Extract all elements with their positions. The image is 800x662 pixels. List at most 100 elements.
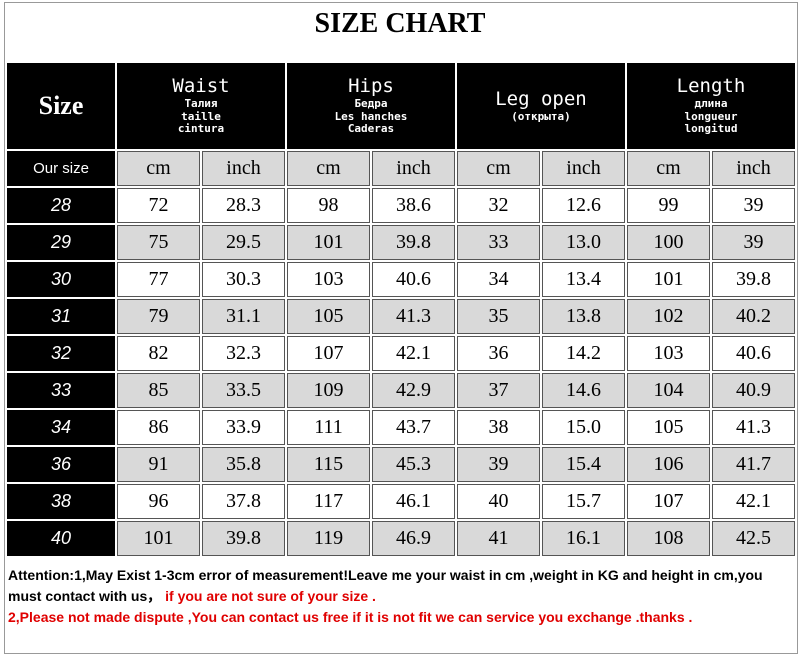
our-size-label: Our size bbox=[7, 151, 115, 186]
value-cell: 39.8 bbox=[372, 225, 455, 260]
chart-frame bbox=[4, 2, 798, 654]
table-row: 29 75 29.5 101 39.8 33 13.0 100 39 bbox=[7, 225, 795, 260]
value-cell: 33.9 bbox=[202, 410, 285, 445]
value-cell: 119 bbox=[287, 521, 370, 556]
value-cell: 12.6 bbox=[542, 188, 625, 223]
value-cell: 40 bbox=[457, 484, 540, 519]
value-cell: 100 bbox=[627, 225, 710, 260]
value-cell: 101 bbox=[117, 521, 200, 556]
header-leg-open: Leg open (открыта) bbox=[457, 63, 625, 149]
value-cell: 96 bbox=[117, 484, 200, 519]
value-cell: 86 bbox=[117, 410, 200, 445]
attention-notes: Attention:1,May Exist 1-3cm error of mea… bbox=[8, 565, 793, 628]
value-cell: 105 bbox=[627, 410, 710, 445]
table-row: 30 77 30.3 103 40.6 34 13.4 101 39.8 bbox=[7, 262, 795, 297]
value-cell: 42.1 bbox=[712, 484, 795, 519]
value-cell: 117 bbox=[287, 484, 370, 519]
hips-fr: Les hanches bbox=[334, 109, 408, 123]
value-cell: 29.5 bbox=[202, 225, 285, 260]
unit-cm: cm bbox=[117, 151, 200, 186]
value-cell: 107 bbox=[287, 336, 370, 371]
value-cell: 13.0 bbox=[542, 225, 625, 260]
value-cell: 79 bbox=[117, 299, 200, 334]
note-2: 2,Please not made dispute ,You can conta… bbox=[8, 609, 693, 625]
value-cell: 115 bbox=[287, 447, 370, 482]
header-waist: Waist Талия taille cintura bbox=[117, 63, 285, 149]
value-cell: 98 bbox=[287, 188, 370, 223]
value-cell: 85 bbox=[117, 373, 200, 408]
value-cell: 99 bbox=[627, 188, 710, 223]
value-cell: 40.2 bbox=[712, 299, 795, 334]
value-cell: 33.5 bbox=[202, 373, 285, 408]
value-cell: 104 bbox=[627, 373, 710, 408]
value-cell: 107 bbox=[627, 484, 710, 519]
value-cell: 101 bbox=[627, 262, 710, 297]
value-cell: 15.0 bbox=[542, 410, 625, 445]
size-cell: 36 bbox=[7, 447, 115, 482]
value-cell: 46.9 bbox=[372, 521, 455, 556]
value-cell: 39 bbox=[712, 188, 795, 223]
note-1: Attention:1,May Exist 1-3cm error of mea… bbox=[8, 567, 763, 604]
value-cell: 41.3 bbox=[372, 299, 455, 334]
value-cell: 111 bbox=[287, 410, 370, 445]
leg-ru: (открыта) bbox=[511, 109, 571, 123]
length-es: longitud bbox=[684, 122, 738, 136]
value-cell: 37.8 bbox=[202, 484, 285, 519]
value-cell: 40.6 bbox=[712, 336, 795, 371]
value-cell: 14.6 bbox=[542, 373, 625, 408]
value-cell: 108 bbox=[627, 521, 710, 556]
value-cell: 39.8 bbox=[712, 262, 795, 297]
header-row: Size Waist Талия taille cintura Hips Бедра Le… bbox=[7, 63, 795, 149]
value-cell: 43.7 bbox=[372, 410, 455, 445]
value-cell: 75 bbox=[117, 225, 200, 260]
value-cell: 34 bbox=[457, 262, 540, 297]
value-cell: 40.9 bbox=[712, 373, 795, 408]
value-cell: 35.8 bbox=[202, 447, 285, 482]
value-cell: 109 bbox=[287, 373, 370, 408]
unit-inch: inch bbox=[372, 151, 455, 186]
size-cell: 29 bbox=[7, 225, 115, 260]
unit-cm: cm bbox=[627, 151, 710, 186]
table-row: 34 86 33.9 111 43.7 38 15.0 105 41.3 bbox=[7, 410, 795, 445]
value-cell: 40.6 bbox=[372, 262, 455, 297]
waist-fr: taille bbox=[181, 109, 221, 123]
waist-es: cintura bbox=[177, 122, 225, 136]
value-cell: 82 bbox=[117, 336, 200, 371]
hips-es: Caderas bbox=[347, 122, 395, 136]
value-cell: 39.8 bbox=[202, 521, 285, 556]
value-cell: 15.7 bbox=[542, 484, 625, 519]
value-cell: 31.1 bbox=[202, 299, 285, 334]
waist-ru: Талия bbox=[184, 96, 218, 110]
value-cell: 45.3 bbox=[372, 447, 455, 482]
page-title: SIZE CHART bbox=[314, 8, 486, 39]
size-cell: 28 bbox=[7, 188, 115, 223]
waist-label: Waist bbox=[172, 75, 230, 98]
size-cell: 34 bbox=[7, 410, 115, 445]
value-cell: 42.9 bbox=[372, 373, 455, 408]
unit-cm: cm bbox=[457, 151, 540, 186]
value-cell: 72 bbox=[117, 188, 200, 223]
value-cell: 42.5 bbox=[712, 521, 795, 556]
value-cell: 30.3 bbox=[202, 262, 285, 297]
value-cell: 103 bbox=[287, 262, 370, 297]
hips-ru: Бедра bbox=[354, 96, 388, 110]
header-size: Size bbox=[7, 63, 115, 149]
value-cell: 35 bbox=[457, 299, 540, 334]
size-table: Size Waist Талия taille cintura Hips Бедра Le… bbox=[5, 61, 797, 558]
hips-label: Hips bbox=[348, 75, 394, 98]
size-cell: 38 bbox=[7, 484, 115, 519]
unit-cm: cm bbox=[287, 151, 370, 186]
size-cell: 33 bbox=[7, 373, 115, 408]
value-cell: 41 bbox=[457, 521, 540, 556]
size-cell: 31 bbox=[7, 299, 115, 334]
header-length: Length длина longueur longitud bbox=[627, 63, 795, 149]
value-cell: 39 bbox=[457, 447, 540, 482]
value-cell: 77 bbox=[117, 262, 200, 297]
length-label: Length bbox=[676, 75, 746, 98]
value-cell: 37 bbox=[457, 373, 540, 408]
table-row: 32 82 32.3 107 42.1 36 14.2 103 40.6 bbox=[7, 336, 795, 371]
value-cell: 32 bbox=[457, 188, 540, 223]
note-1-red: if you are not sure of your size . bbox=[161, 588, 376, 604]
value-cell: 14.2 bbox=[542, 336, 625, 371]
size-cell: 32 bbox=[7, 336, 115, 371]
